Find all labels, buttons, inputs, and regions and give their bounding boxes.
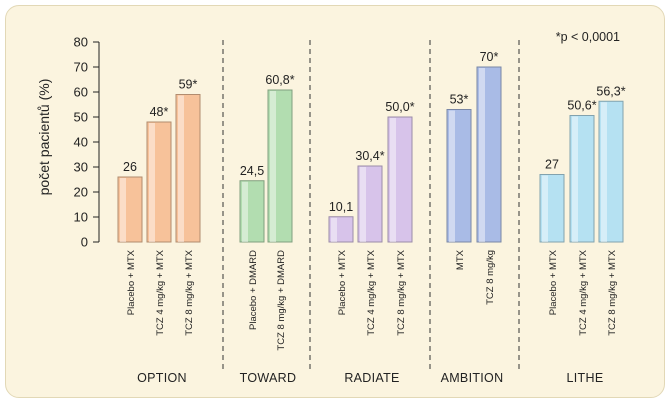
bar-category-label: TCZ 8 mg/kg + DMARD xyxy=(276,250,287,351)
bar-value-label: 26 xyxy=(123,160,137,174)
y-tick-label: 10 xyxy=(74,210,88,225)
bar-category-label: Placebo + MTX xyxy=(337,249,348,315)
bar-value-label: 27 xyxy=(545,158,559,172)
bar-category-label: Placebo + MTX xyxy=(126,249,137,315)
y-tick-label: 50 xyxy=(74,110,88,125)
bar-value-label: 53* xyxy=(450,93,469,107)
y-tick-label: 20 xyxy=(74,185,88,200)
bar xyxy=(267,89,293,243)
bar xyxy=(175,94,201,243)
bar-highlight xyxy=(120,178,126,242)
bar-value-label: 50,6* xyxy=(567,99,596,113)
bar xyxy=(328,216,354,243)
bar xyxy=(239,180,265,243)
group-label: LITHE xyxy=(567,371,604,385)
bar-category-label: TCZ 8 mg/kg + MTX xyxy=(607,249,618,335)
bar-category-label: TCZ 8 mg/kg + MTX xyxy=(396,249,407,335)
bar xyxy=(117,176,143,243)
bar-category-label: TCZ 4 mg/kg + MTX xyxy=(155,249,166,335)
bar-highlight xyxy=(149,123,155,242)
bar-category-label: MTX xyxy=(455,249,466,270)
bar-highlight xyxy=(331,217,337,242)
y-tick-label: 60 xyxy=(74,85,88,100)
bar-category-label: TCZ 4 mg/kg + MTX xyxy=(366,249,377,335)
bar-category-label: TCZ 8 mg/kg + MTX xyxy=(184,249,195,335)
bar-value-label: 10,1 xyxy=(329,200,353,214)
bar-highlight xyxy=(178,95,184,242)
y-tick-label: 30 xyxy=(74,160,88,175)
bar xyxy=(146,121,172,243)
y-tick-label: 70 xyxy=(74,60,88,75)
bar-category-label: TCZ 4 mg/kg + MTX xyxy=(578,249,589,335)
bar-value-label: 70* xyxy=(480,50,499,64)
group-label: TOWARD xyxy=(240,371,297,385)
bar xyxy=(476,66,502,243)
group-label: RADIATE xyxy=(344,371,399,385)
bar xyxy=(446,109,472,243)
axes: 0 10 20 30 40 50 60 70 80 xyxy=(74,35,100,250)
bar-highlight xyxy=(449,110,455,242)
group-label: OPTION xyxy=(137,371,187,385)
bar-highlight xyxy=(542,175,548,242)
bar xyxy=(357,165,383,243)
bar-category-label: Placebo + DMARD xyxy=(248,250,259,330)
bar-value-label: 50,0* xyxy=(385,100,414,114)
bar-category-label: TCZ 8 mg/kg xyxy=(485,250,496,305)
bar-highlight xyxy=(601,102,607,242)
bar-value-label: 60,8* xyxy=(265,73,294,87)
bar-value-label: 59* xyxy=(179,78,198,92)
bar xyxy=(387,116,413,243)
bar-value-label: 48* xyxy=(150,105,169,119)
group-label: AMBITION xyxy=(441,371,504,385)
y-axis-label: počet pacientů (%) xyxy=(36,79,52,196)
bar-highlight xyxy=(270,91,276,242)
bar-highlight xyxy=(479,68,485,242)
bar-highlight xyxy=(360,167,366,242)
bar-highlight xyxy=(242,181,248,242)
bar-highlight xyxy=(390,118,396,242)
significance-note: *p < 0,0001 xyxy=(556,30,620,44)
chart-marks: 26 Placebo + MTX 48* TCZ 4 mg/kg + MTX 59* TC… xyxy=(117,40,626,385)
bar xyxy=(569,115,595,243)
bar xyxy=(598,100,624,243)
y-tick-label: 80 xyxy=(74,35,88,50)
bar-value-label: 24,5 xyxy=(240,164,264,178)
bar-highlight xyxy=(572,116,578,242)
y-tick-label: 40 xyxy=(74,135,88,150)
bar-value-label: 56,3* xyxy=(596,84,625,98)
y-tick-label: 0 xyxy=(81,235,88,250)
bar-category-label: Placebo + MTX xyxy=(548,249,559,315)
bar-value-label: 30,4* xyxy=(355,149,384,163)
bar xyxy=(539,174,565,243)
